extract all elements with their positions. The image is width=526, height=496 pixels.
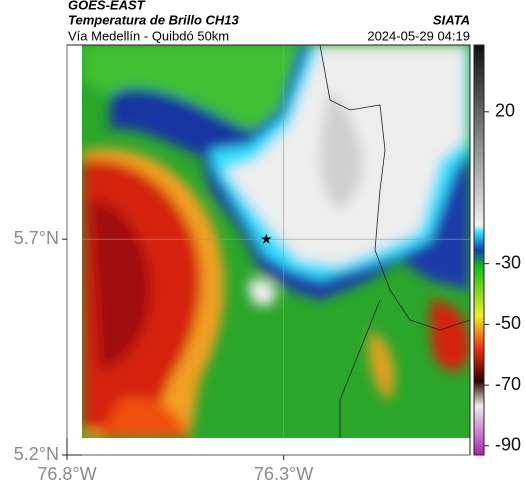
source: SIATA (433, 12, 470, 27)
x-tick-label: 76.8°W (37, 464, 96, 484)
x-tick-label: 76.3°W (254, 464, 313, 484)
colorbar-tick-label: -50 (495, 313, 521, 333)
colorbar-tick-label: -90 (495, 435, 521, 455)
colorbar-tick-label: 20 (495, 101, 515, 121)
colorbar (473, 44, 485, 456)
station-marker (261, 233, 272, 244)
subtitle: Temperatura de Brillo CH13 (68, 12, 240, 27)
title: GOES-EAST (68, 0, 146, 12)
y-tick-label: 5.7°N (14, 228, 59, 248)
timestamp: 2024-05-29 04:19 (367, 28, 470, 43)
route: Vía Medellín - Quibdó 50km (68, 28, 229, 43)
colorbar-tick-label: -30 (495, 252, 521, 272)
y-tick-label: 5.2°N (14, 444, 59, 464)
satellite-image (82, 45, 470, 438)
colorbar-tick-label: -70 (495, 374, 521, 394)
